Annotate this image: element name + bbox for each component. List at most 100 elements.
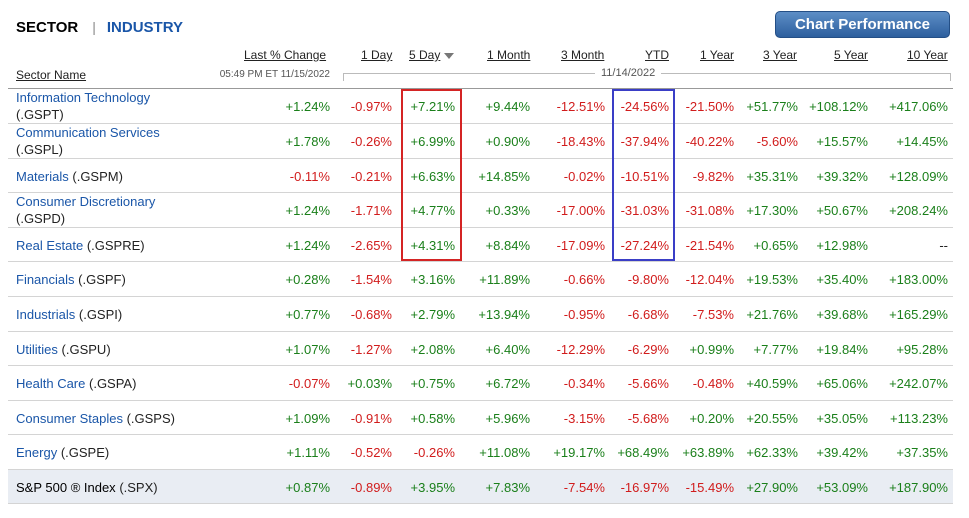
cell-1-year: -9.82% [692,169,734,184]
cell-10-year: +95.28% [896,342,948,357]
cell-10-year: +242.07% [889,376,948,391]
cell-5-day: +2.08% [410,342,455,357]
cell-1-month: +6.40% [485,342,530,357]
cell-1-day: +0.03% [347,376,392,391]
highlight-ytd-box [612,89,675,261]
sector-link[interactable]: Utilities [16,342,58,357]
cell-10-year: +14.45% [896,134,948,149]
table-row: Utilities (.GSPU) +1.07% -1.27% +2.08% +6.40… [8,332,953,366]
col-3-year[interactable]: 3 Year [763,48,798,62]
cell-1-year: -12.04% [685,272,734,287]
cell-ytd: -10.51% [620,169,669,184]
cell-last-pct-change: +1.78% [285,134,330,149]
sector-ticker: (.GSPD) [16,211,66,226]
cell-1-year: -21.54% [685,238,734,253]
cell-10-year: +183.00% [889,272,948,287]
table-row: Information Technology (.GSPT) +1.24% -0.97… [8,89,953,124]
sector-ticker: (.GSPA) [89,376,137,391]
cell-3-month: -17.00% [556,203,605,218]
tab-industry[interactable]: INDUSTRY [106,18,183,36]
sector-link[interactable]: S&P 500 ® Index [16,480,116,495]
cell-5-year: +15.57% [816,134,868,149]
cell-5-day: +6.63% [410,169,455,184]
sector-link[interactable]: Health Care [16,376,86,391]
cell-3-month: -0.95% [563,307,605,322]
cell-last-pct-change: +1.24% [285,203,330,218]
sector-link[interactable]: Consumer Staples [16,411,123,426]
timestamp: 05:49 PM ET 11/15/2022 [219,69,330,80]
sector-link[interactable]: Information Technology [16,90,151,105]
cell-1-day: -0.91% [350,411,392,426]
table-row: Health Care (.GSPA) -0.07% +0.03% +0.75% +6.… [8,366,953,401]
col-1-month[interactable]: 1 Month [487,48,531,62]
sector-ticker: (.GSPT) [16,107,64,122]
cell-5-day: -0.26% [413,445,455,460]
col-sector-name[interactable]: Sector Name [16,68,87,82]
sector-name-cell: Materials (.GSPM) [16,168,123,185]
cell-3-month: -3.15% [563,411,605,426]
table-row: Financials (.GSPF) +0.28% -1.54% +3.16% +11.… [8,262,953,297]
cell-ytd: -16.97% [620,480,669,495]
sector-name-cell: Consumer Discretionary (.GSPD) [16,193,155,227]
col-10-year[interactable]: 10 Year [907,48,948,62]
cell-3-month: -18.43% [556,134,605,149]
sector-link[interactable]: Materials [16,169,69,184]
cell-3-year: +27.90% [746,480,798,495]
cell-last-pct-change: +0.77% [285,307,330,322]
col-1-day[interactable]: 1 Day [361,48,393,62]
cell-10-year: +417.06% [889,99,948,114]
period-date: 11/14/2022 [595,67,662,79]
sector-link[interactable]: Financials [16,272,75,287]
sector-name-cell: S&P 500 ® Index (.SPX) [16,479,158,496]
cell-1-year: +0.20% [689,411,734,426]
sector-link[interactable]: Industrials [16,307,76,322]
cell-10-year: +208.24% [889,203,948,218]
cell-3-year: +20.55% [746,411,798,426]
cell-last-pct-change: +0.28% [285,272,330,287]
cell-1-month: +6.72% [485,376,530,391]
table-row: Communication Services (.GSPL) +1.78% -0.26… [8,124,953,159]
cell-5-day: +4.77% [410,203,455,218]
cell-3-month: +19.17% [553,445,605,460]
cell-5-day: +2.79% [410,307,455,322]
cell-last-pct-change: -0.07% [288,376,330,391]
chart-performance-button[interactable]: Chart Performance [775,11,950,38]
cell-3-year: -5.60% [756,134,798,149]
sector-link[interactable]: Energy [16,445,58,460]
col-5-year[interactable]: 5 Year [834,48,869,62]
cell-5-year: +35.40% [816,272,868,287]
cell-1-day: -0.21% [350,169,392,184]
col-1-year[interactable]: 1 Year [700,48,735,62]
cell-1-month: +8.84% [485,238,530,253]
cell-3-year: +17.30% [746,203,798,218]
cell-ytd: -24.56% [620,99,669,114]
cell-1-year: -15.49% [685,480,734,495]
sector-ticker: (.GSPF) [78,272,126,287]
col-3-month[interactable]: 3 Month [561,48,605,62]
tab-bar: SECTOR | INDUSTRY [16,17,183,37]
cell-3-year: +62.33% [746,445,798,460]
cell-last-pct-change: +1.24% [285,238,330,253]
sector-link[interactable]: Real Estate [16,238,84,253]
col-5-day[interactable]: 5 Day [409,48,455,62]
cell-1-day: -1.27% [350,342,392,357]
col-5-day-label: 5 Day [409,48,441,62]
col-last-pct-change[interactable]: Last % Change [244,48,327,62]
sector-name-cell: Industrials (.GSPI) [16,306,122,323]
highlight-5-day-box [401,89,462,261]
cell-10-year: +113.23% [890,411,948,426]
cell-last-pct-change: -0.11% [289,169,330,184]
cell-5-day: +3.16% [410,272,455,287]
cell-1-month: +11.89% [479,272,530,287]
tab-sector[interactable]: SECTOR [16,18,79,36]
sector-name-cell: Information Technology (.GSPT) [16,89,150,123]
cell-10-year: +37.35% [896,445,948,460]
sector-link[interactable]: Consumer Discretionary [16,194,156,209]
cell-1-month: +14.85% [478,169,530,184]
col-ytd[interactable]: YTD [645,48,669,62]
cell-ytd: -37.94% [620,134,669,149]
sector-ticker: (.GSPS) [126,411,175,426]
cell-last-pct-change: +1.24% [285,99,330,114]
sector-link[interactable]: Communication Services [16,125,160,140]
cell-3-year: +7.77% [753,342,798,357]
